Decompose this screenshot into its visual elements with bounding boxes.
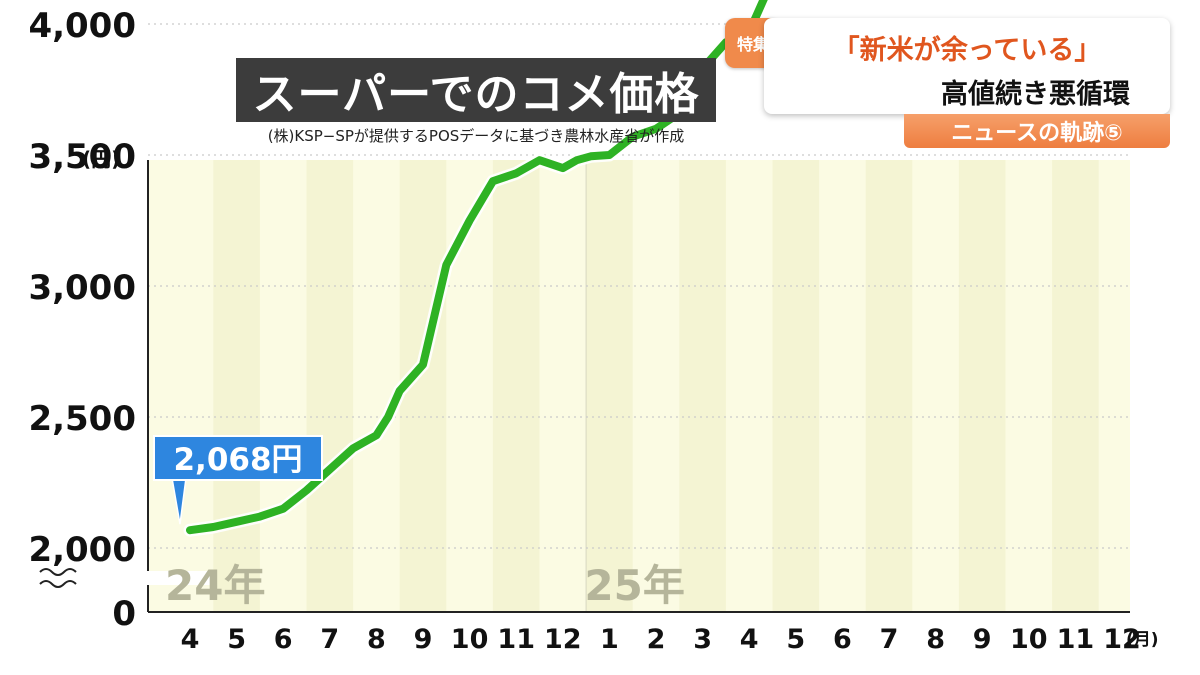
x-tick-label: 9 bbox=[973, 624, 992, 655]
series-point bbox=[352, 447, 354, 449]
axes bbox=[39, 160, 1130, 613]
x-tick-label: 2 bbox=[647, 624, 666, 655]
series-banner: ニュースの軌跡⑤ bbox=[904, 114, 1170, 148]
series-point bbox=[590, 155, 592, 157]
axis-break-gap bbox=[40, 571, 210, 585]
y-tick-label: 4,000 bbox=[28, 6, 136, 46]
x-tick-label: 7 bbox=[880, 624, 899, 655]
month-stripe bbox=[492, 160, 540, 612]
y-axis-unit: (円) bbox=[82, 147, 120, 171]
series-point bbox=[539, 159, 540, 161]
series-point bbox=[562, 167, 564, 169]
series-point bbox=[469, 220, 471, 221]
y-tick-label: 2,000 bbox=[28, 530, 136, 570]
y-tick-label: 3,500 bbox=[28, 137, 136, 177]
month-stripe bbox=[958, 160, 1006, 612]
month-stripe bbox=[1052, 160, 1099, 612]
y-tick-label: 2,500 bbox=[28, 399, 136, 439]
series-point bbox=[399, 390, 401, 392]
series-point bbox=[445, 264, 447, 266]
x-tick-label: 10 bbox=[1010, 624, 1048, 655]
grid-lines bbox=[148, 23, 1130, 549]
axis-break-mark bbox=[39, 568, 77, 588]
month-stripe bbox=[586, 160, 633, 612]
series-point bbox=[375, 434, 377, 436]
month-stripe bbox=[772, 160, 820, 612]
x-tick-label: 5 bbox=[786, 624, 805, 655]
series-point bbox=[236, 521, 238, 523]
series-point bbox=[329, 468, 331, 470]
x-tick-label: 12 bbox=[1103, 624, 1141, 655]
series-point bbox=[655, 128, 657, 130]
series-point bbox=[259, 516, 261, 518]
series-point bbox=[306, 489, 307, 491]
month-stripe bbox=[306, 160, 354, 612]
series-point bbox=[282, 508, 284, 510]
series-lines bbox=[183, 0, 771, 537]
x-tick-label: 11 bbox=[497, 624, 535, 655]
x-tick-label: 9 bbox=[414, 624, 433, 655]
x-tick-label: 8 bbox=[926, 624, 945, 655]
x-tick-label: 1 bbox=[600, 624, 619, 655]
x-tick-label: 6 bbox=[833, 624, 852, 655]
series-point bbox=[492, 180, 494, 182]
series-point bbox=[387, 416, 389, 418]
feature-tag-label: 特集 bbox=[736, 35, 769, 54]
plot-background bbox=[148, 160, 1130, 612]
x-tick-label: 4 bbox=[740, 624, 759, 655]
series-point bbox=[212, 526, 214, 528]
value-callout: 2,068円 bbox=[153, 435, 323, 525]
x-tick-label: 6 bbox=[274, 624, 293, 655]
x-tick-label: 10 bbox=[451, 624, 489, 655]
headline-quote: 「新米が余っている」 bbox=[832, 35, 1102, 66]
x-tick-label: 8 bbox=[367, 624, 386, 655]
year-label: 24年 bbox=[165, 561, 265, 610]
callout-label: 2,068円 bbox=[173, 442, 302, 478]
y-tick-label: 0 bbox=[112, 594, 136, 634]
month-stripe bbox=[213, 160, 260, 612]
y-tick-label: 3,000 bbox=[28, 268, 136, 308]
x-tick-label: 3 bbox=[693, 624, 712, 655]
x-tick-label: 5 bbox=[227, 624, 246, 655]
x-tick-label: 7 bbox=[320, 624, 339, 655]
month-stripe bbox=[679, 160, 726, 612]
headline-card: 「新米が余っている」 高値続き悪循環 bbox=[764, 18, 1170, 114]
series-point bbox=[189, 529, 191, 531]
month-stripe bbox=[865, 160, 913, 612]
x-tick-label: 11 bbox=[1057, 624, 1095, 655]
series-banner-label: ニュースの軌跡⑤ bbox=[951, 121, 1123, 146]
data-source-note: (株)KSP−SPが提供するPOSデータに基づき農林水産省が作成 bbox=[267, 127, 685, 145]
x-tick-labels: 4 5 6 7 8 9 10 11 12 1 2 3 4 5 6 7 8 9 10 11 12(月) bbox=[181, 624, 1159, 655]
series-point bbox=[632, 136, 634, 138]
callout-box bbox=[153, 435, 323, 481]
series-point bbox=[422, 364, 424, 366]
chart-title-box: スーパーでのコメ価格 bbox=[236, 58, 716, 122]
x-tick-label: 4 bbox=[181, 624, 200, 655]
x-tick-label: 12 bbox=[544, 624, 582, 655]
series-point bbox=[576, 159, 578, 161]
series-point bbox=[515, 172, 517, 174]
x-axis-unit: (月) bbox=[1126, 630, 1159, 650]
year-labels: 24年 25年 bbox=[165, 561, 685, 610]
year-label: 25年 bbox=[584, 561, 684, 610]
series-point bbox=[608, 154, 610, 156]
chart-title: スーパーでのコメ価格 bbox=[252, 69, 700, 120]
headline-subtitle: 高値続き悪循環 bbox=[941, 79, 1130, 110]
series-line bbox=[186, 0, 768, 535]
